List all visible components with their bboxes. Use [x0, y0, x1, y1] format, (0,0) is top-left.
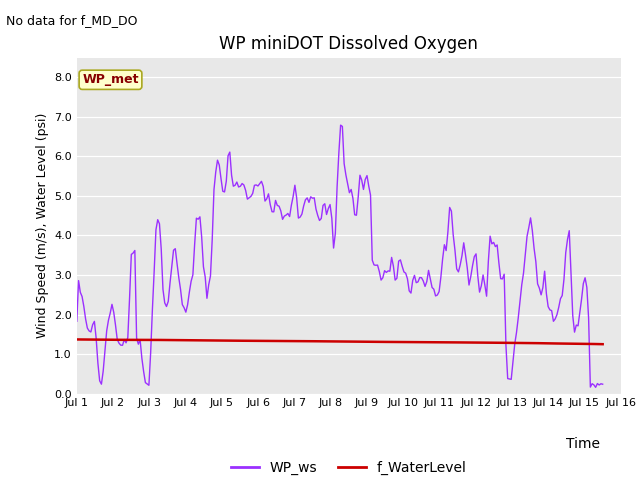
Legend: WP_ws, f_WaterLevel: WP_ws, f_WaterLevel	[225, 456, 472, 480]
Title: WP miniDOT Dissolved Oxygen: WP miniDOT Dissolved Oxygen	[220, 35, 478, 53]
X-axis label: Time: Time	[566, 437, 600, 451]
Text: No data for f_MD_DO: No data for f_MD_DO	[6, 14, 138, 27]
Y-axis label: Wind Speed (m/s), Water Level (psi): Wind Speed (m/s), Water Level (psi)	[36, 113, 49, 338]
Text: WP_met: WP_met	[82, 73, 139, 86]
